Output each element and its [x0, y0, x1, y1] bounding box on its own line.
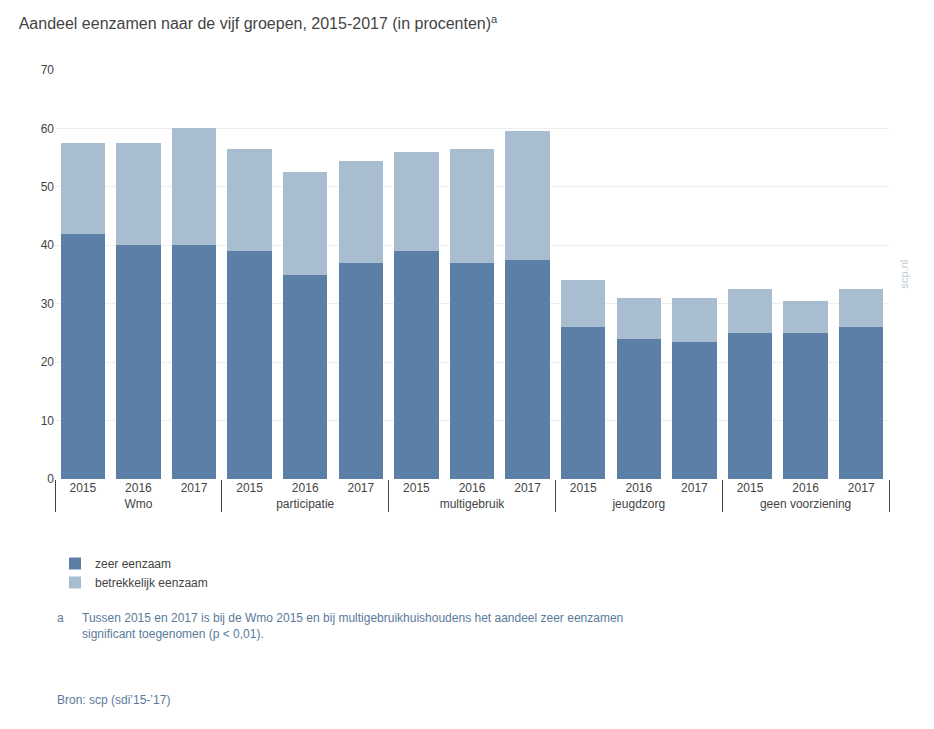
svg-text:40: 40 — [41, 238, 55, 252]
svg-text:zeer eenzaam: zeer eenzaam — [95, 557, 171, 571]
svg-text:Wmo: Wmo — [124, 497, 152, 511]
svg-text:Aandeel eenzamen naar de vijf: Aandeel eenzamen naar de vijf groepen, 2… — [19, 13, 498, 33]
svg-text:2017: 2017 — [181, 481, 208, 495]
svg-text:2017: 2017 — [848, 481, 875, 495]
svg-text:betrekkelijk eenzaam: betrekkelijk eenzaam — [95, 576, 208, 590]
svg-text:2015: 2015 — [236, 481, 263, 495]
svg-text:2017: 2017 — [681, 481, 708, 495]
svg-text:Tussen 2015 en 2017 is bij de: Tussen 2015 en 2017 is bij de Wmo 2015 e… — [82, 611, 623, 641]
svg-text:2016: 2016 — [459, 481, 486, 495]
svg-text:jeugdzorg: jeugdzorg — [611, 497, 665, 511]
svg-text:2016: 2016 — [125, 481, 152, 495]
svg-text:2016: 2016 — [792, 481, 819, 495]
svg-text:2015: 2015 — [403, 481, 430, 495]
svg-text:0: 0 — [47, 472, 54, 486]
svg-text:2016: 2016 — [625, 481, 652, 495]
svg-text:participatie: participatie — [276, 497, 334, 511]
svg-text:20: 20 — [41, 355, 55, 369]
svg-text:2015: 2015 — [570, 481, 597, 495]
svg-text:Bron: scp (sdi’15-’17): Bron: scp (sdi’15-’17) — [57, 693, 170, 707]
svg-text:multigebruik: multigebruik — [440, 497, 506, 511]
svg-text:30: 30 — [41, 297, 55, 311]
svg-text:2016: 2016 — [292, 481, 319, 495]
svg-text:60: 60 — [41, 122, 55, 136]
svg-text:geen voorziening: geen voorziening — [760, 497, 851, 511]
svg-text:2015: 2015 — [69, 481, 96, 495]
svg-text:70: 70 — [41, 63, 55, 77]
svg-text:a: a — [57, 611, 64, 625]
svg-text:2015: 2015 — [737, 481, 764, 495]
svg-text:2017: 2017 — [347, 481, 374, 495]
svg-text:50: 50 — [41, 180, 55, 194]
svg-text:2017: 2017 — [514, 481, 541, 495]
svg-text:10: 10 — [41, 414, 55, 428]
svg-text:scp.nl: scp.nl — [898, 260, 910, 289]
